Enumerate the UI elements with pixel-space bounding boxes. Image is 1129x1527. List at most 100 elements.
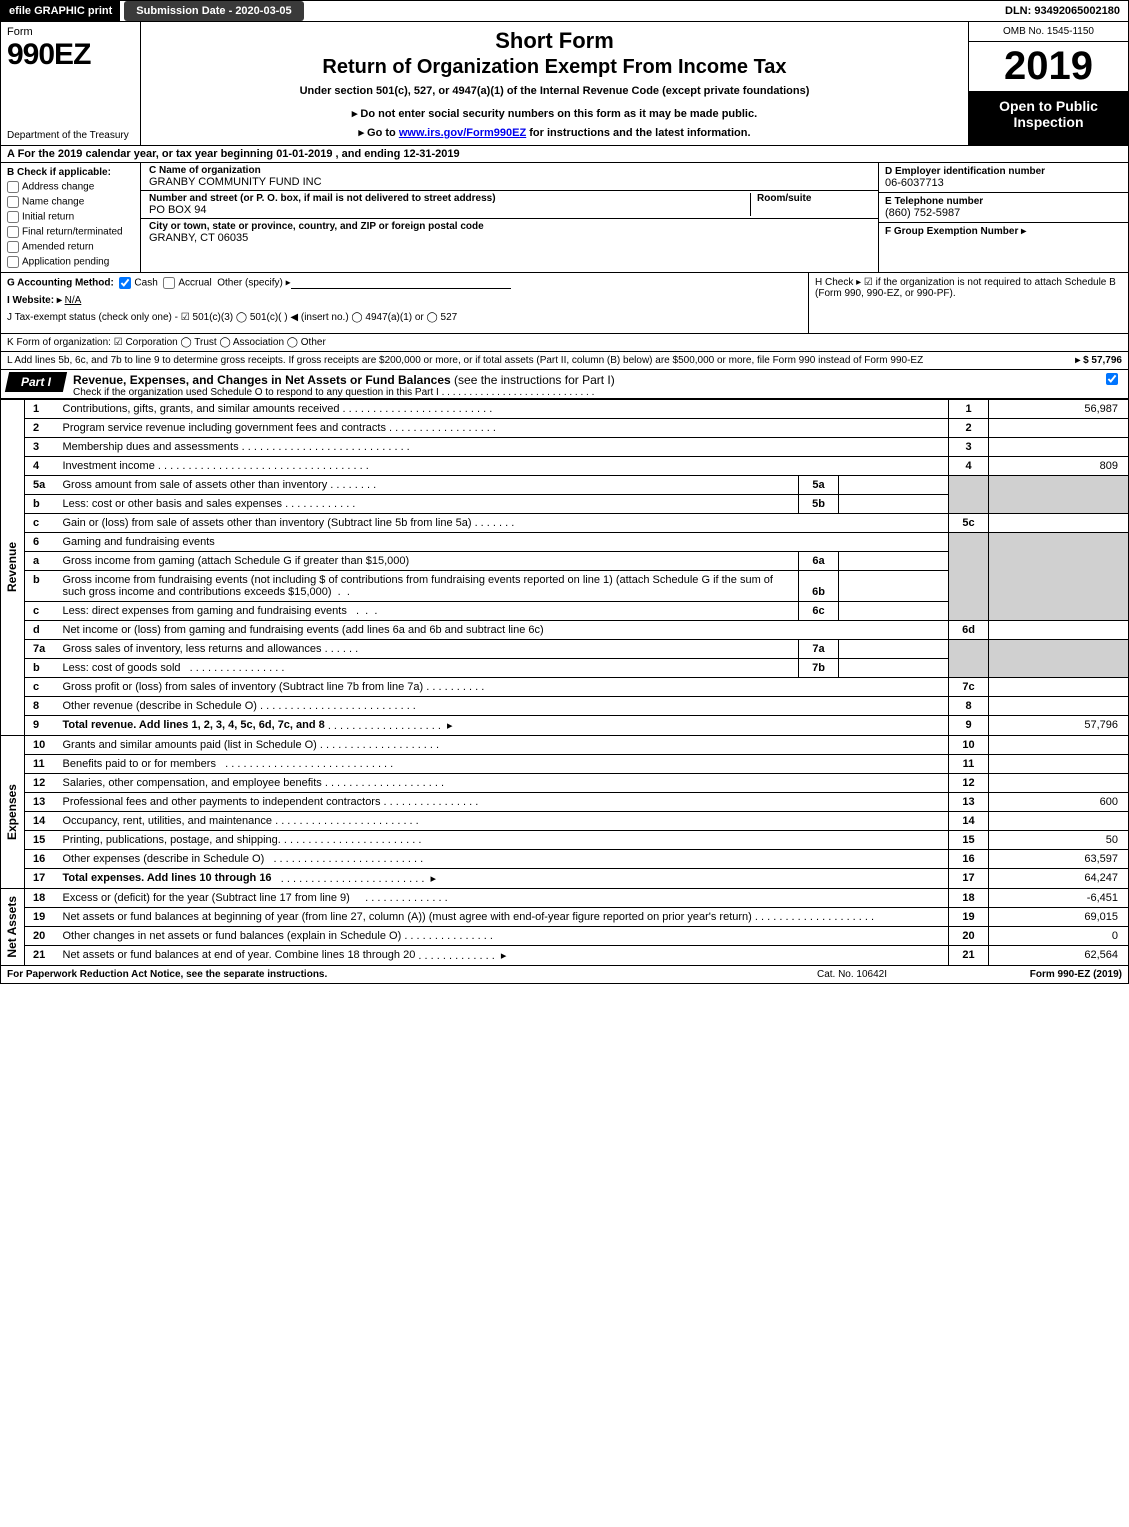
c-name-value: GRANBY COMMUNITY FUND INC — [149, 176, 870, 188]
l11-num: 11 — [25, 755, 59, 774]
row-i: I Website: ▸ N/A — [7, 295, 802, 306]
l2-num: 2 — [25, 419, 59, 438]
l7c-amt — [989, 678, 1129, 697]
header-right: OMB No. 1545-1150 2019 Open to Public In… — [968, 22, 1128, 145]
l10-amt — [989, 736, 1129, 755]
l19-rnum: 19 — [949, 908, 989, 927]
l12-desc: Salaries, other compensation, and employ… — [59, 774, 949, 793]
row-l: L Add lines 5b, 6c, and 7b to line 9 to … — [0, 352, 1129, 370]
l4-rnum: 4 — [949, 457, 989, 476]
l14-num: 14 — [25, 812, 59, 831]
title-return: Return of Organization Exempt From Incom… — [151, 56, 958, 79]
l5ab-amt — [989, 476, 1129, 514]
l8-num: 8 — [25, 697, 59, 716]
i-label: I Website: ▸ — [7, 295, 62, 306]
i-value: N/A — [65, 295, 465, 306]
l1-rnum: 1 — [949, 400, 989, 419]
e-cell: E Telephone number (860) 752-5987 — [879, 193, 1128, 223]
l21-amt: 62,564 — [989, 946, 1129, 966]
row-k: K Form of organization: ☑ Corporation ◯ … — [0, 334, 1129, 352]
l7a-inner: 7a — [799, 640, 839, 659]
l6b-innerval — [839, 571, 949, 602]
block-ghij: G Accounting Method: Cash Accrual Other … — [0, 273, 1129, 334]
g-other-line[interactable] — [291, 277, 511, 289]
banner-no-ssn: ▸ Do not enter social security numbers o… — [151, 107, 958, 120]
side-netassets: Net Assets — [1, 889, 25, 966]
l6b-inner: 6b — [799, 571, 839, 602]
l2-desc: Program service revenue including govern… — [59, 419, 949, 438]
l6a-num: a — [25, 552, 59, 571]
d-value: 06-6037713 — [885, 177, 1122, 189]
l17-num: 17 — [25, 869, 59, 889]
schedule-table: Revenue 1 Contributions, gifts, grants, … — [0, 399, 1129, 966]
row-a: A For the 2019 calendar year, or tax yea… — [0, 146, 1129, 163]
l6b-desc: Gross income from fundraising events (no… — [59, 571, 799, 602]
l21-desc: Net assets or fund balances at end of ye… — [59, 946, 949, 966]
part1-check[interactable] — [1098, 370, 1128, 385]
dln-label: DLN: 93492065002180 — [997, 1, 1128, 21]
l9-num: 9 — [25, 716, 59, 736]
tax-year: 2019 — [969, 42, 1128, 92]
b-amended-return[interactable]: Amended return — [7, 241, 134, 253]
l9-amt: 57,796 — [989, 716, 1129, 736]
l5c-amt — [989, 514, 1129, 533]
l6c-desc: Less: direct expenses from gaming and fu… — [59, 602, 799, 621]
l6-num: 6 — [25, 533, 59, 552]
l13-num: 13 — [25, 793, 59, 812]
form-label: Form — [7, 26, 134, 38]
l3-rnum: 3 — [949, 438, 989, 457]
b-application-pending[interactable]: Application pending — [7, 256, 134, 268]
l5a-inner: 5a — [799, 476, 839, 495]
l18-desc: Excess or (deficit) for the year (Subtra… — [59, 889, 949, 908]
l5c-desc: Gain or (loss) from sale of assets other… — [59, 514, 949, 533]
f-cell: F Group Exemption Number ▸ — [879, 223, 1128, 272]
l5c-num: c — [25, 514, 59, 533]
g-cash-check[interactable] — [119, 277, 131, 289]
l1-amt: 56,987 — [989, 400, 1129, 419]
b-address-change[interactable]: Address change — [7, 181, 134, 193]
l6c-inner: 6c — [799, 602, 839, 621]
l13-amt: 600 — [989, 793, 1129, 812]
section-b: B Check if applicable: Address change Na… — [1, 163, 141, 272]
l4-amt: 809 — [989, 457, 1129, 476]
l5b-innerval — [839, 495, 949, 514]
header-left: Form 990EZ Department of the Treasury — [1, 22, 141, 145]
row-l-text: L Add lines 5b, 6c, and 7b to line 9 to … — [7, 355, 923, 366]
b-initial-return[interactable]: Initial return — [7, 211, 134, 223]
g-accrual-check[interactable] — [163, 277, 175, 289]
l19-desc: Net assets or fund balances at beginning… — [59, 908, 949, 927]
l7a-innerval — [839, 640, 949, 659]
l7ab-rnum — [949, 640, 989, 678]
l5b-inner: 5b — [799, 495, 839, 514]
l5a-desc: Gross amount from sale of assets other t… — [59, 476, 799, 495]
l7c-num: c — [25, 678, 59, 697]
l8-rnum: 8 — [949, 697, 989, 716]
l3-num: 3 — [25, 438, 59, 457]
l18-num: 18 — [25, 889, 59, 908]
row-j: J Tax-exempt status (check only one) - ☑… — [7, 312, 802, 323]
l16-rnum: 16 — [949, 850, 989, 869]
l20-desc: Other changes in net assets or fund bala… — [59, 927, 949, 946]
b-name-change[interactable]: Name change — [7, 196, 134, 208]
l21-rnum: 21 — [949, 946, 989, 966]
e-value: (860) 752-5987 — [885, 207, 1122, 219]
l12-rnum: 12 — [949, 774, 989, 793]
l1-num: 1 — [25, 400, 59, 419]
section-c: C Name of organization GRANBY COMMUNITY … — [141, 163, 878, 272]
irs-link[interactable]: www.irs.gov/Form990EZ — [399, 127, 526, 139]
l7ab-amt — [989, 640, 1129, 678]
ghij-left: G Accounting Method: Cash Accrual Other … — [1, 273, 808, 333]
footer-mid: Cat. No. 10642I — [762, 969, 942, 980]
top-bar: efile GRAPHIC print Submission Date - 20… — [0, 0, 1129, 22]
l2-rnum: 2 — [949, 419, 989, 438]
d-cell: D Employer identification number 06-6037… — [879, 163, 1128, 193]
b-final-return[interactable]: Final return/terminated — [7, 226, 134, 238]
row-g: G Accounting Method: Cash Accrual Other … — [7, 277, 802, 289]
l6c-innerval — [839, 602, 949, 621]
row-l-amount: ▸ $ 57,796 — [1075, 355, 1122, 366]
g-other: Other (specify) ▸ — [217, 278, 290, 289]
b-label: B Check if applicable: — [7, 167, 134, 178]
l2-amt — [989, 419, 1129, 438]
efile-label[interactable]: efile GRAPHIC print — [1, 1, 120, 21]
l7b-inner: 7b — [799, 659, 839, 678]
